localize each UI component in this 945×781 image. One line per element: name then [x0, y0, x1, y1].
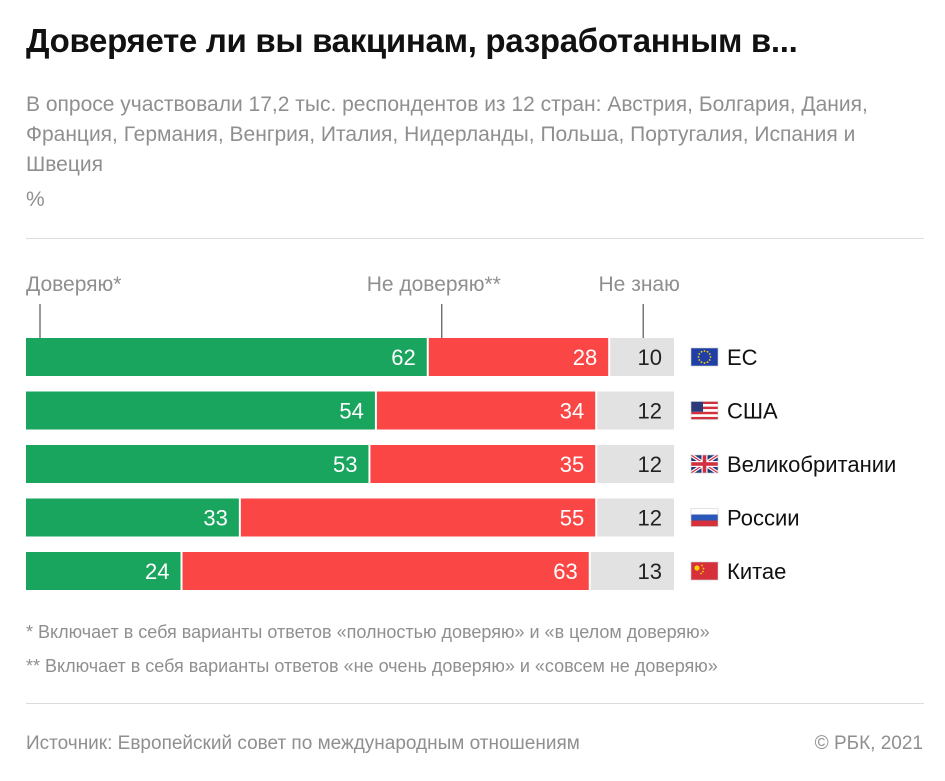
- bar-russia-dont-know: [596, 498, 674, 537]
- category-label-usa: США: [727, 399, 778, 424]
- legend-dont-know: Не знаю: [599, 273, 680, 296]
- bar-china-distrust: [181, 552, 590, 590]
- copyright: © РБК, 2021: [814, 733, 923, 754]
- category-label-china: Китае: [727, 559, 786, 584]
- data-label: 12: [638, 399, 662, 424]
- data-label: 34: [560, 399, 584, 424]
- stacked-bar-chart: Доверяю* Не доверяю** Не знаю 62 28 10 ЕС 54 34 1…: [26, 273, 896, 590]
- data-label: 62: [391, 345, 415, 370]
- bar-china-trust: [26, 552, 182, 590]
- uk-flag-icon: [690, 453, 719, 475]
- category-label-uk: Великобритании: [727, 452, 896, 477]
- category-label-russia: России: [727, 506, 800, 531]
- unit-label: %: [26, 188, 45, 211]
- data-label: 33: [203, 506, 227, 531]
- bar-eu-distrust: [427, 338, 610, 376]
- data-label: 12: [638, 452, 662, 477]
- china-flag-icon: [690, 561, 719, 581]
- chart-title: Доверяете ли вы вакцинам, разработанным …: [26, 22, 798, 59]
- data-label: 24: [145, 559, 169, 584]
- bar-russia-distrust: [239, 498, 597, 537]
- data-label: 35: [560, 452, 584, 477]
- bar-uk-distrust: [369, 445, 597, 483]
- russia-flag-icon: [690, 508, 719, 527]
- bar-eu-dont-know: [609, 338, 674, 376]
- chart-subtitle: В опросе участвовали 17,2 тыс. респонден…: [26, 93, 868, 176]
- legend-distrust: Не доверяю**: [367, 273, 501, 296]
- data-label: 28: [573, 345, 597, 370]
- data-label: 63: [553, 559, 577, 584]
- data-label: 53: [333, 452, 357, 477]
- bottom-divider: [26, 703, 924, 704]
- category-label-eu: ЕС: [727, 345, 758, 370]
- data-label: 10: [638, 345, 662, 370]
- us-flag-icon: [690, 401, 719, 420]
- data-label: 13: [638, 559, 662, 584]
- data-label: 54: [339, 399, 363, 424]
- bar-uk-dont-know: [596, 445, 674, 483]
- footnote-trust: * Включает в себя варианты ответов «полн…: [26, 622, 710, 642]
- bar-russia-trust: [26, 498, 240, 537]
- eu-flag-icon: [690, 347, 719, 367]
- source-note: Источник: Европейский совет по междунаро…: [26, 733, 580, 754]
- bar-china-dont-know: [589, 552, 674, 590]
- data-label: 55: [560, 506, 584, 531]
- bar-usa-distrust: [375, 391, 597, 430]
- bar-uk-trust: [26, 445, 370, 483]
- footnote-distrust: ** Включает в себя варианты ответов «не …: [26, 656, 718, 676]
- legend-trust: Доверяю*: [26, 273, 121, 296]
- top-divider: [26, 238, 924, 239]
- bar-eu-trust: [26, 338, 428, 376]
- data-label: 12: [638, 506, 662, 531]
- bar-usa-trust: [26, 391, 376, 430]
- bar-usa-dont-know: [596, 391, 674, 430]
